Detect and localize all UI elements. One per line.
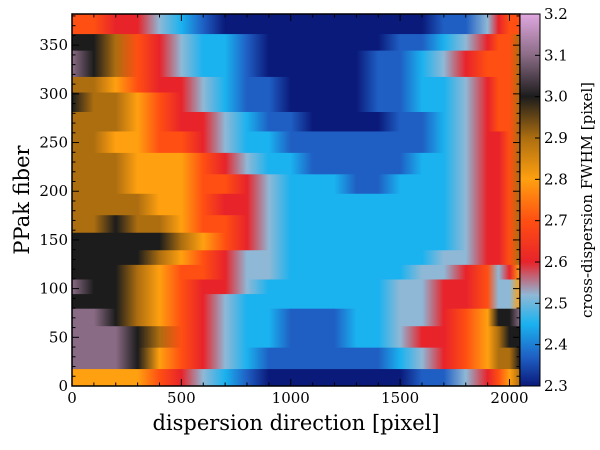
y-tick-label: 350 xyxy=(39,36,68,54)
heatmap-band xyxy=(72,91,520,112)
colorbar-tick-label: 2.5 xyxy=(544,294,568,312)
heatmap-band xyxy=(72,130,520,153)
heatmap-bands xyxy=(72,14,520,386)
x-tick-label: 1000 xyxy=(272,389,310,407)
colorbar-tick-label: 3.1 xyxy=(544,46,568,64)
heatmap-band xyxy=(72,111,520,132)
heatmap-band xyxy=(72,278,520,295)
colorbar-tick-label: 2.6 xyxy=(544,253,568,271)
colorbar-tick-label: 2.9 xyxy=(544,129,568,147)
y-tick-label: 300 xyxy=(39,85,68,103)
heatmap-band xyxy=(72,50,520,77)
y-tick-label: 150 xyxy=(39,231,68,249)
x-tick-label: 500 xyxy=(167,389,196,407)
heatmap-band xyxy=(72,308,520,327)
heatmap-band xyxy=(72,152,520,175)
x-axis-ticks: 0 500 1000 1500 2000 xyxy=(67,14,529,407)
heatmap-band xyxy=(72,14,520,35)
colorbar-ticks: 2.3 2.4 2.5 2.6 2.7 2.8 2.9 3.0 3.1 3.2 xyxy=(535,5,568,395)
heatmap-band xyxy=(72,325,520,348)
heatmap-band xyxy=(72,173,520,194)
y-tick-label: 50 xyxy=(49,328,68,346)
heatmap-band xyxy=(72,249,520,265)
heatmap-band xyxy=(72,33,520,51)
heatmap-band xyxy=(72,293,520,309)
colorbar-tick-label: 3.0 xyxy=(544,88,568,106)
y-axis-ticks: 0 50 100 150 200 250 300 350 xyxy=(39,15,520,395)
colorbar-tick-label: 3.2 xyxy=(544,5,568,23)
x-tick-label: 0 xyxy=(67,389,77,407)
y-axis-label: PPak fiber xyxy=(10,144,34,254)
colorbar-tick-label: 2.8 xyxy=(544,170,568,188)
heatmap-band xyxy=(72,232,520,251)
colorbar-tick-label: 2.7 xyxy=(544,212,568,230)
heatmap-band xyxy=(72,214,520,233)
heatmap-band xyxy=(72,76,520,93)
heatmap-band xyxy=(72,264,520,280)
y-tick-label: 0 xyxy=(58,377,68,395)
colorbar-tick-label: 2.3 xyxy=(544,377,568,395)
colorbar xyxy=(519,13,541,387)
heatmap-band xyxy=(72,368,520,386)
x-tick-label: 2000 xyxy=(490,389,528,407)
colorbar-label: cross-dispersion FWHM [pixel] xyxy=(578,82,596,318)
y-tick-label: 250 xyxy=(39,134,68,152)
heatmap-band xyxy=(72,347,520,370)
colorbar-tick-label: 2.4 xyxy=(544,336,568,354)
heatmap-band xyxy=(72,193,520,216)
x-tick-label: 1500 xyxy=(381,389,419,407)
y-tick-label: 200 xyxy=(39,182,68,200)
x-axis-label: dispersion direction [pixel] xyxy=(152,411,439,435)
y-tick-label: 100 xyxy=(39,280,68,298)
